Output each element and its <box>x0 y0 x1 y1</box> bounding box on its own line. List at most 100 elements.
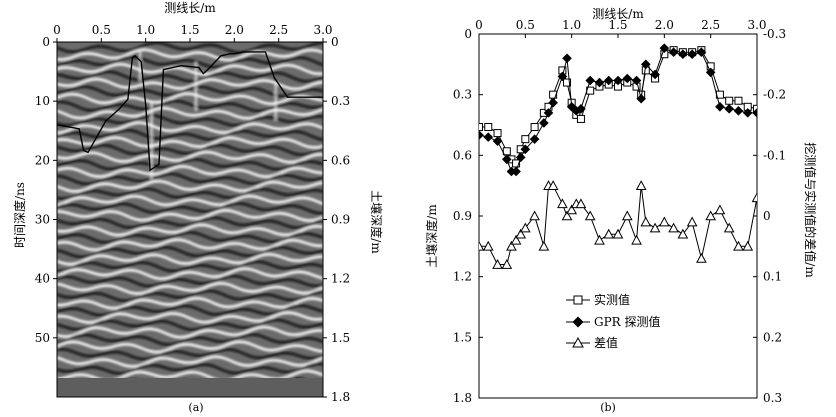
data-point-gpr <box>539 118 549 128</box>
data-point-difference <box>696 252 707 263</box>
panel-b-right-axis-title: 挖测值与实测值的差值/m <box>803 142 818 278</box>
data-point-gpr <box>659 43 670 53</box>
panel-b-left-tick-label: 1.8 <box>453 391 472 405</box>
data-point-measured <box>734 96 743 105</box>
data-point-gpr <box>715 102 725 112</box>
data-point-gpr <box>548 97 558 108</box>
data-point-difference <box>742 240 754 251</box>
data-point-difference <box>686 216 698 227</box>
panel-b-right-tick-label: 0 <box>763 209 771 223</box>
data-point-gpr <box>650 69 660 80</box>
data-point-measured <box>493 129 502 138</box>
data-point-difference <box>566 204 578 215</box>
panel-a-left-tick-label: 10 <box>35 94 50 108</box>
data-point-measured <box>753 104 757 113</box>
data-point-gpr <box>585 75 595 86</box>
open-square-marker-icon <box>573 295 583 305</box>
data-point-gpr <box>511 166 521 177</box>
radargram-bottom-band <box>57 378 323 397</box>
panel-a-left-tick-label: 50 <box>35 331 50 345</box>
data-point-difference <box>635 180 647 190</box>
panel-a-x-tick-label: 3.0 <box>313 23 332 37</box>
panel-a-x-tick-label: 2.0 <box>225 23 244 37</box>
panel-a-right-tick-label: 0.6 <box>331 153 350 167</box>
panel-a-x-tick-label: 2.5 <box>269 23 288 37</box>
data-point-measured <box>521 135 530 144</box>
data-point-gpr <box>515 152 526 163</box>
data-point-gpr <box>742 108 753 118</box>
data-point-difference <box>501 258 513 269</box>
panel-b-axes: 0 0.5 1.0 1.5 2.0 2.5 3.0 0 0.3 0.6 0.9 1.2 1.5 1.8 -0… <box>453 18 786 405</box>
data-point-difference <box>612 228 624 239</box>
data-point-measured <box>725 96 734 105</box>
panel-a-x-title: 测线长/m <box>164 1 216 15</box>
panel-b-right-tick-label: -0.3 <box>763 27 786 41</box>
panel-a-axes: 0 0.5 1.0 1.5 2.0 2.5 3.00102030405000.30.60.9… <box>35 23 350 404</box>
panel-a-caption: (a) <box>188 401 203 414</box>
data-point-measured <box>530 123 539 132</box>
data-point-measured <box>484 123 493 132</box>
data-point-difference <box>649 222 661 233</box>
panel-a-x-tick-label: 0.5 <box>92 23 111 37</box>
data-point-difference <box>705 210 717 221</box>
panel-b-x-tick-label: 1.5 <box>608 18 627 32</box>
legend: 实测值 GPR 探测值 差值 <box>566 292 661 350</box>
open-triangle-marker-icon <box>572 336 584 348</box>
panel-a-right-tick-label: 1.5 <box>331 331 350 345</box>
data-point-gpr <box>696 47 707 57</box>
data-point-gpr <box>543 108 554 118</box>
panel-b-left-tick-label: 0 <box>464 27 472 41</box>
data-point-difference <box>557 198 568 209</box>
panel-a-left-tick-label: 0 <box>42 35 50 49</box>
data-point-gpr <box>687 49 697 60</box>
series-line-difference <box>479 185 757 265</box>
panel-b-left-tick-label: 0.3 <box>453 88 472 102</box>
data-point-difference <box>479 240 485 251</box>
data-point-difference <box>631 234 642 245</box>
panel-a-x-tick-label: 0 <box>53 23 61 37</box>
data-point-gpr <box>668 47 679 57</box>
panel-b-x-tick-label: 0.5 <box>516 18 535 32</box>
panel-a-left-tick-label: 20 <box>35 153 50 167</box>
panel-b-caption: (b) <box>600 401 616 414</box>
panel-a-right-tick-label: 0.9 <box>331 213 350 227</box>
data-point-difference <box>677 228 689 239</box>
panel-b-x-tick-label: 2.0 <box>655 18 674 32</box>
legend-label-measured: 实测值 <box>594 292 630 307</box>
panel-b-left-tick-label: 1.5 <box>453 330 472 344</box>
data-point-gpr <box>636 93 646 104</box>
panel-b-right-tick-label: -0.2 <box>763 88 786 102</box>
data-point-difference <box>506 240 517 251</box>
data-point-gpr <box>492 136 503 146</box>
data-point-gpr <box>520 144 531 155</box>
data-point-difference <box>519 222 531 233</box>
data-point-difference <box>510 234 522 245</box>
panel-a: 0 0.5 1.0 1.5 2.0 2.5 3.00102030405000.30.60.9… <box>12 1 384 414</box>
data-point-gpr <box>622 73 633 84</box>
data-point-measured <box>576 114 585 123</box>
data-point-gpr <box>724 104 734 114</box>
panel-b-left-tick-label: 0.6 <box>453 148 472 162</box>
data-point-difference <box>561 210 573 221</box>
legend-item-gpr: GPR 探测值 <box>566 314 661 329</box>
data-point-gpr <box>562 53 572 64</box>
panel-b-x-tick-label: 1.0 <box>562 18 581 32</box>
data-point-difference <box>584 210 596 221</box>
panel-b-x-tick-label: 0 <box>475 18 483 32</box>
data-point-difference <box>547 180 559 190</box>
data-point-gpr <box>678 49 688 60</box>
panel-a-right-tick-label: 1.2 <box>331 272 350 286</box>
data-point-gpr <box>752 108 757 118</box>
panel-a-left-tick-label: 30 <box>35 213 50 227</box>
data-point-difference <box>751 192 757 203</box>
data-point-gpr <box>603 75 614 86</box>
data-point-gpr <box>479 130 484 140</box>
panel-a-left-axis-title: 时间深度/ns <box>12 182 27 248</box>
data-point-difference <box>723 222 735 233</box>
panel-b-right-tick-label: 0.3 <box>763 391 782 405</box>
panel-b-x-tick-label: 2.5 <box>701 18 720 32</box>
panel-b-right-tick-label: 0.1 <box>763 270 782 284</box>
panel-a-right-tick-label: 0 <box>331 35 339 49</box>
panel-a-right-axis-title: 土壤深度/m <box>369 190 384 254</box>
